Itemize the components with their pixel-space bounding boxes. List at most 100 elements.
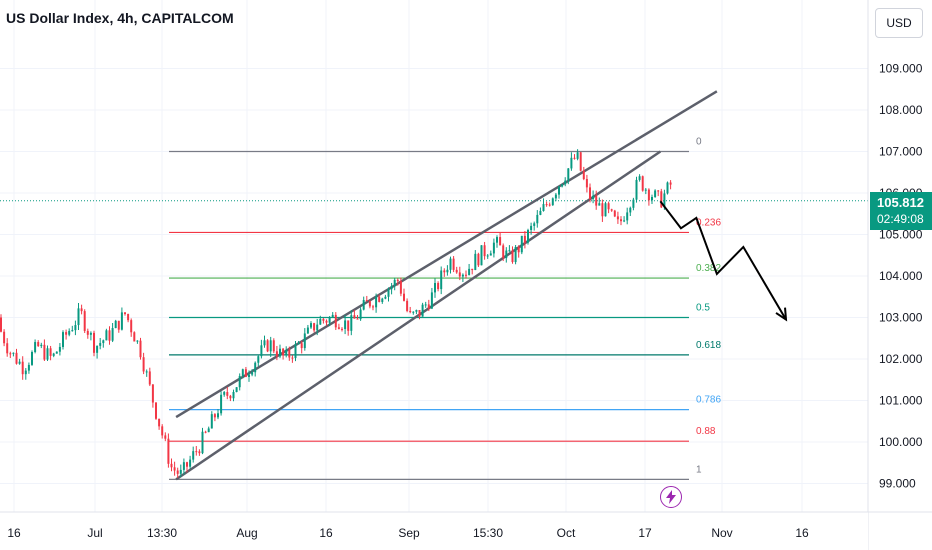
candle-body [99,343,102,346]
candle-body [275,351,278,357]
candle-body [378,296,381,302]
candle-body [483,245,486,257]
candle-body [390,285,393,290]
candle-body [403,293,405,301]
candle-body [635,179,638,200]
candle-body [248,374,250,377]
time-tick-label: 13:30 [147,526,177,540]
candle-body [505,250,508,259]
price-axis[interactable]: 109.000108.000107.000106.000105.000104.0… [867,0,932,550]
candle-body [548,204,551,206]
candle-body [12,352,15,354]
price-tick-label: 99.000 [879,477,916,491]
candle-body [18,361,21,364]
candle-body [297,343,300,345]
candle-body [300,343,303,349]
candle-body [573,157,576,159]
candle-body [161,426,164,436]
candle-body [536,214,539,224]
candle-body [251,372,254,375]
candle-body [486,255,489,257]
bar-countdown: 02:49:08 [877,212,924,226]
candle-body [316,324,319,331]
candle-body [257,356,260,363]
candle-body [356,318,359,320]
candle-body [589,187,591,199]
candle-body [644,189,647,191]
candle-body [145,371,148,373]
candle-body [77,308,80,326]
candle-body [294,344,297,359]
price-tick-label: 109.000 [879,62,923,76]
price-axis-bg [868,0,932,550]
candle-body [40,344,43,347]
candle-body [220,394,223,414]
candle-body [576,152,579,159]
candle-body [657,190,660,192]
candle-body [585,179,588,188]
fib-label: 0 [696,137,702,148]
candle-body [331,314,334,318]
candle-body [539,210,542,215]
time-tick-label: 15:30 [473,526,503,540]
candle-body [542,204,545,211]
candle-body [424,304,427,306]
candle-body [421,304,424,317]
candle-body [164,435,167,439]
candle-body [415,309,418,312]
candle-body [148,371,151,385]
candle-body [430,292,433,309]
candle-body [68,330,71,335]
candle-body [592,195,595,199]
candle-body [93,332,95,353]
candle-body [492,242,495,254]
currency-button[interactable]: USD [875,8,923,38]
candle-body [0,317,2,332]
candle-body [604,203,607,217]
candle-body [55,351,58,354]
candle-body [80,308,83,312]
candle-body [607,203,610,210]
candle-body [269,340,272,352]
candle-body [142,357,145,372]
candle-body [155,402,157,419]
candle-body [151,384,154,403]
fib-label: 0.618 [696,340,721,351]
candle-body [480,245,483,266]
time-axis[interactable]: 16 Jul 13:30 Aug 16 Sep 15:30 Oct 17 Nov 16 [0,511,932,550]
candle-body [666,182,669,194]
candle-body [595,195,598,206]
candle-body [620,219,622,222]
candle-body [198,451,201,454]
chart-title: US Dollar Index, 4h, CAPITALCOM [6,10,234,26]
candle-body [616,216,619,220]
candle-body [629,207,632,213]
candle-body [610,209,613,211]
candle-body [173,467,176,471]
candle-body [279,348,281,357]
candle-body [418,309,421,317]
candle-body [582,170,585,180]
candle-body [527,229,529,243]
candle-body [347,320,350,331]
candle-body [263,340,266,346]
candle-body [62,332,64,347]
projection-arrow [659,200,788,322]
candle-body [654,190,657,198]
candle-body [651,197,653,201]
lightning-icon[interactable] [660,486,682,508]
candle-body [71,330,74,332]
fib-label: 0.786 [696,395,721,406]
candle-body [6,343,9,354]
candle-body [223,392,226,395]
price-tick-label: 107.000 [879,145,923,159]
candle-body [46,348,49,360]
candle-body [34,342,37,353]
candle-body [406,300,409,311]
candle-body [117,320,120,330]
candle-body [254,362,257,373]
current-price: 105.812 [877,195,924,210]
candle-body [313,323,316,331]
candle-body [554,194,557,199]
